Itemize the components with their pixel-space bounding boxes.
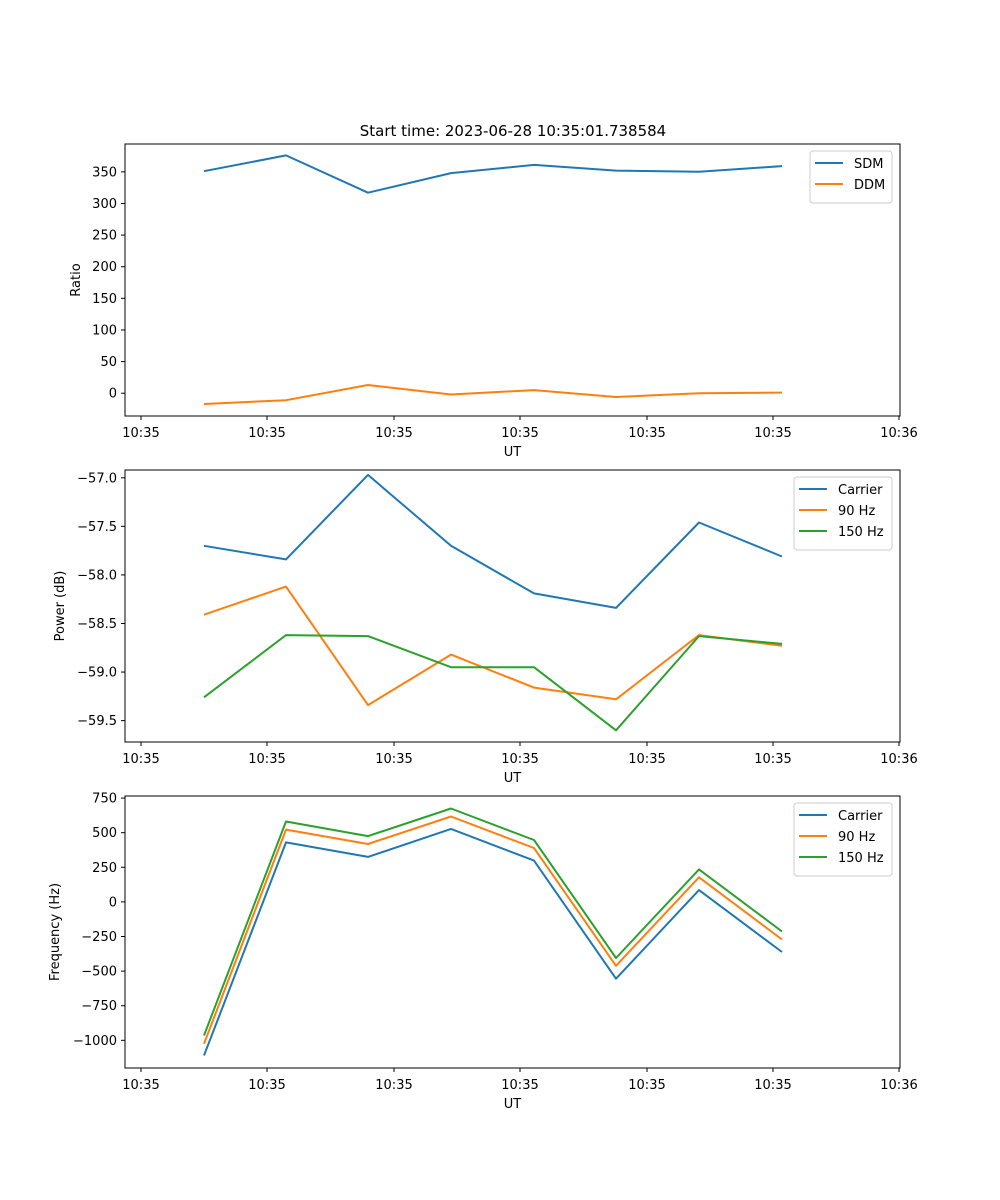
x-tick-label: 10:35 [754, 752, 791, 767]
x-tick-label: 10:35 [628, 1078, 665, 1093]
x-tick-label: 10:36 [880, 752, 917, 767]
x-tick-label: 10:35 [122, 426, 159, 441]
y-tick-label: 750 [92, 792, 117, 807]
x-tick-label: 10:35 [628, 426, 665, 441]
y-tick-label: 100 [92, 323, 117, 338]
y-tick-label: −57.0 [77, 471, 117, 486]
legend-label: DDM [854, 178, 885, 193]
x-tick-label: 10:35 [501, 1078, 538, 1093]
y-tick-label: 0 [109, 387, 117, 402]
x-tick-label: 10:35 [501, 752, 538, 767]
series-line-150-hz [203, 634, 783, 732]
y-tick-label: −57.5 [77, 520, 117, 535]
series-line-carrier [203, 827, 783, 1056]
x-tick-label: 10:35 [375, 1078, 412, 1093]
y-axis-label: Ratio [69, 263, 84, 296]
y-axis-label: Power (dB) [53, 571, 68, 642]
y-tick-label: 250 [92, 229, 117, 244]
plot-frame [124, 795, 901, 1069]
y-tick-label: 0 [109, 895, 117, 910]
y-tick-label: −58.5 [77, 617, 117, 632]
x-axis-label: UT [504, 1097, 522, 1112]
legend-label: SDM [854, 157, 883, 172]
y-tick-label: 500 [92, 826, 117, 841]
x-tick-label: 10:35 [501, 426, 538, 441]
x-tick-label: 10:35 [248, 752, 285, 767]
x-tick-label: 10:35 [754, 1078, 791, 1093]
y-axis-label: Frequency (Hz) [48, 883, 63, 981]
x-tick-label: 10:35 [375, 426, 412, 441]
chart-panel-3: −1000 −750 −500 −250 0 250 500 750 10:35 10:35 10:… [48, 792, 918, 1112]
legend-label: Carrier [838, 483, 883, 498]
x-tick-label: 10:35 [375, 752, 412, 767]
x-tick-label: 10:36 [880, 1078, 917, 1093]
series-line-ddm [203, 384, 783, 405]
x-axis-label: UT [504, 771, 522, 786]
legend: Carrier 90 Hz 150 Hz [793, 802, 893, 877]
plot-frame [124, 469, 901, 743]
y-tick-label: 200 [92, 260, 117, 275]
legend-label: 90 Hz [838, 504, 875, 519]
y-tick-label: 250 [92, 861, 117, 876]
chart-title: Start time: 2023-06-28 10:35:01.738584 [360, 122, 666, 140]
series-line-sdm [203, 154, 783, 194]
x-tick-label: 10:35 [122, 752, 159, 767]
x-tick-label: 10:35 [122, 1078, 159, 1093]
legend-label: 90 Hz [838, 830, 875, 845]
x-tick-label: 10:36 [880, 426, 917, 441]
plot-frame [124, 143, 901, 417]
series-line-150-hz [203, 807, 783, 1036]
series-line-carrier [203, 473, 783, 609]
series-line-90-hz [203, 585, 783, 707]
y-tick-label: −1000 [73, 1034, 117, 1049]
y-tick-label: −59.5 [77, 714, 117, 729]
x-tick-label: 10:35 [248, 1078, 285, 1093]
legend-label: 150 Hz [838, 525, 884, 540]
chart-panel-1: 0 50 100 150 200 250 300 350 10:35 10:35 10:35 10:3… [69, 143, 918, 460]
y-tick-label: −750 [81, 999, 117, 1014]
x-axis-label: UT [504, 445, 522, 460]
y-tick-label: 300 [92, 197, 117, 212]
legend-label: 150 Hz [838, 851, 884, 866]
legend: Carrier 90 Hz 150 Hz [793, 476, 893, 551]
series-line-90-hz [203, 815, 783, 1045]
y-tick-label: 350 [92, 165, 117, 180]
y-tick-label: −59.0 [77, 666, 117, 681]
chart-panel-2: −57.0 −57.5 −58.0 −58.5 −59.0 −59.5 10:35 10:35… [53, 469, 918, 786]
x-tick-label: 10:35 [754, 426, 791, 441]
y-tick-label: 150 [92, 292, 117, 307]
x-tick-label: 10:35 [628, 752, 665, 767]
x-tick-label: 10:35 [248, 426, 285, 441]
legend: SDM DDM [809, 150, 893, 204]
y-tick-label: −58.0 [77, 568, 117, 583]
legend-label: Carrier [838, 809, 883, 824]
y-tick-label: 50 [100, 355, 117, 370]
y-tick-label: −500 [81, 965, 117, 980]
y-tick-label: −250 [81, 930, 117, 945]
